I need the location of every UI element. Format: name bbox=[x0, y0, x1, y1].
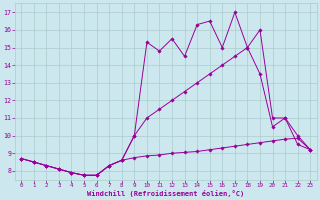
X-axis label: Windchill (Refroidissement éolien,°C): Windchill (Refroidissement éolien,°C) bbox=[87, 190, 244, 197]
